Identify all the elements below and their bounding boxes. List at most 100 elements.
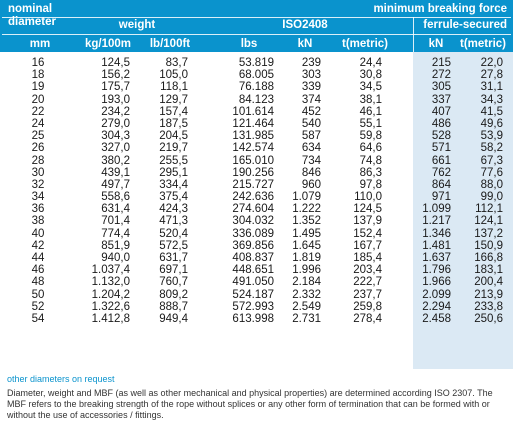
unit-lbs: lbs bbox=[240, 38, 258, 50]
ferrule-secured-column-background bbox=[413, 52, 513, 369]
disclaimer-note: Diameter, weight and MBF (as well as oth… bbox=[7, 388, 493, 420]
table-row: 42 851,9 572,5 369.856 1.645 167,7 1.481 150,9 bbox=[0, 240, 513, 252]
cell-ferrule-tmetric: 99,0 bbox=[480, 191, 503, 204]
unit-kn-ferrule: kN bbox=[428, 38, 444, 50]
cell-ferrule-kn: 971 bbox=[431, 191, 451, 204]
weight-unit-lb: lb/100ft bbox=[149, 38, 191, 50]
cell-mbf-lbs: 524.187 bbox=[232, 288, 274, 301]
cell-ferrule-kn: 1.346 bbox=[422, 227, 451, 240]
cell-mbf-lbs: 369.856 bbox=[232, 239, 274, 252]
cell-weight-kg: 631,4 bbox=[101, 203, 130, 216]
cell-mbf-kn: 1.495 bbox=[292, 227, 321, 240]
cell-mbf-kn: 734 bbox=[301, 154, 321, 167]
cell-ferrule-tmetric: 166,8 bbox=[474, 252, 503, 264]
table-row: 28 380,2 255,5 165.010 734 74,8 661 67,3 bbox=[0, 155, 513, 167]
nominal-diameter-label-line2: diameter bbox=[8, 16, 56, 28]
cell-ferrule-kn: 1.481 bbox=[422, 239, 451, 252]
cell-diameter: 20 bbox=[31, 93, 45, 106]
cell-diameter: 38 bbox=[31, 215, 45, 228]
cell-ferrule-kn: 1.217 bbox=[422, 215, 451, 228]
cell-mbf-kn: 2.332 bbox=[292, 288, 321, 301]
cell-weight-lb: 334,4 bbox=[159, 178, 188, 191]
cell-mbf-lbs: 76.188 bbox=[238, 81, 274, 94]
header-divider bbox=[2, 17, 511, 18]
cell-ferrule-kn: 528 bbox=[431, 130, 451, 143]
cell-diameter: 32 bbox=[31, 178, 45, 191]
cell-weight-lb: 424,3 bbox=[159, 203, 188, 216]
cell-ferrule-kn: 1.099 bbox=[422, 203, 451, 216]
cell-weight-lb: 520,4 bbox=[159, 227, 188, 240]
table-row: 19 175,7 118,1 76.188 339 34,5 305 31,1 bbox=[0, 81, 513, 93]
table-header: nominal diameter mm weight kg/100m lb/10… bbox=[0, 0, 513, 52]
table-body: 16 124,5 83,7 53.819 239 24,4 215 22,0 18 156,2 10… bbox=[0, 57, 513, 325]
cell-mbf-lbs: 101.614 bbox=[232, 105, 274, 118]
cell-ferrule-tmetric: 200,4 bbox=[474, 276, 503, 289]
cell-diameter: 16 bbox=[31, 57, 45, 69]
cell-mbf-tmetric: 38,1 bbox=[359, 93, 382, 106]
table-row: 25 304,3 204,5 131.985 587 59,8 528 53,9 bbox=[0, 130, 513, 142]
table-row: 50 1.204,2 809,2 524.187 2.332 237,7 2.099 213,… bbox=[0, 289, 513, 301]
cell-mbf-lbs: 190.256 bbox=[232, 166, 274, 179]
cell-mbf-tmetric: 34,5 bbox=[359, 81, 382, 94]
cell-weight-kg: 439,1 bbox=[101, 166, 130, 179]
other-diameters-note: other diameters on request bbox=[7, 374, 115, 384]
cell-weight-lb: 83,7 bbox=[165, 57, 188, 69]
cell-ferrule-kn: 864 bbox=[431, 178, 451, 191]
cell-ferrule-tmetric: 58,2 bbox=[480, 142, 503, 155]
table-row: 22 234,2 157,4 101.614 452 46,1 407 41,5 bbox=[0, 106, 513, 118]
table-row: 26 327,0 219,7 142.574 634 64,6 571 58,2 bbox=[0, 142, 513, 154]
cell-weight-lb: 118,1 bbox=[160, 81, 188, 94]
cell-diameter: 30 bbox=[31, 166, 45, 179]
cell-diameter: 24 bbox=[31, 117, 45, 130]
table-row: 38 701,4 471,3 304.032 1.352 137,9 1.217 124,1 bbox=[0, 215, 513, 227]
cell-mbf-tmetric: 55,1 bbox=[359, 117, 382, 130]
cell-ferrule-kn: 661 bbox=[431, 154, 451, 167]
table-row: 34 558,6 375,4 242.636 1.079 110,0 971 99,0 bbox=[0, 191, 513, 203]
cell-ferrule-kn: 2.458 bbox=[422, 312, 451, 325]
table-row: 40 774,4 520,4 336.089 1.495 152,4 1.346 137,2 bbox=[0, 228, 513, 240]
cell-weight-kg: 124,5 bbox=[101, 57, 130, 69]
cell-mbf-tmetric: 97,8 bbox=[359, 178, 382, 191]
cell-ferrule-kn: 215 bbox=[431, 57, 451, 69]
nominal-diameter-label-line1: nominal bbox=[8, 3, 53, 15]
cell-ferrule-kn: 486 bbox=[431, 117, 451, 130]
nominal-diameter-unit: mm bbox=[29, 38, 51, 50]
cell-mbf-tmetric: 152,4 bbox=[353, 227, 382, 240]
cell-weight-kg: 701,4 bbox=[101, 215, 130, 228]
table-row: 48 1.132,0 760,7 491.050 2.184 222,7 1.966 200,… bbox=[0, 276, 513, 288]
table-row: 44 940,0 631,7 408.837 1.819 185,4 1.637 166,8 bbox=[0, 252, 513, 264]
cell-diameter: 48 bbox=[31, 276, 45, 289]
cell-mbf-kn: 2.549 bbox=[292, 300, 321, 313]
cell-weight-lb: 295,1 bbox=[159, 166, 188, 179]
cell-ferrule-tmetric: 233,8 bbox=[474, 300, 503, 313]
cell-ferrule-kn: 272 bbox=[431, 69, 451, 82]
unit-tmetric-ferrule: t(metric) bbox=[459, 38, 507, 50]
cell-mbf-lbs: 274.604 bbox=[232, 203, 274, 216]
cell-mbf-lbs: 613.998 bbox=[232, 312, 274, 325]
cell-ferrule-kn: 337 bbox=[431, 93, 451, 106]
cell-diameter: 46 bbox=[31, 264, 45, 277]
ferrule-secured-label: ferrule-secured bbox=[423, 19, 507, 31]
cell-mbf-tmetric: 222,7 bbox=[353, 276, 382, 289]
cell-mbf-kn: 1.645 bbox=[292, 239, 321, 252]
cell-ferrule-kn: 571 bbox=[431, 142, 451, 155]
cell-ferrule-kn: 407 bbox=[431, 105, 451, 118]
cell-mbf-kn: 1.352 bbox=[292, 215, 321, 228]
cell-weight-kg: 380,2 bbox=[101, 154, 130, 167]
cell-weight-kg: 940,0 bbox=[101, 252, 130, 264]
cell-weight-lb: 949,4 bbox=[159, 312, 188, 325]
cell-weight-kg: 851,9 bbox=[101, 239, 130, 252]
cell-weight-lb: 760,7 bbox=[159, 276, 188, 289]
cell-diameter: 22 bbox=[31, 105, 45, 118]
cell-diameter: 44 bbox=[31, 252, 45, 264]
cell-weight-kg: 327,0 bbox=[101, 142, 130, 155]
cell-mbf-tmetric: 64,6 bbox=[359, 142, 382, 155]
cell-ferrule-tmetric: 22,0 bbox=[480, 57, 503, 69]
cell-diameter: 34 bbox=[31, 191, 45, 204]
unit-tmetric: t(metric) bbox=[341, 38, 389, 50]
cell-weight-kg: 1.132,0 bbox=[91, 276, 130, 289]
cell-ferrule-tmetric: 27,8 bbox=[480, 69, 503, 82]
cell-mbf-kn: 452 bbox=[301, 105, 321, 118]
cell-ferrule-tmetric: 137,2 bbox=[474, 227, 503, 240]
cell-weight-lb: 187,5 bbox=[159, 117, 188, 130]
